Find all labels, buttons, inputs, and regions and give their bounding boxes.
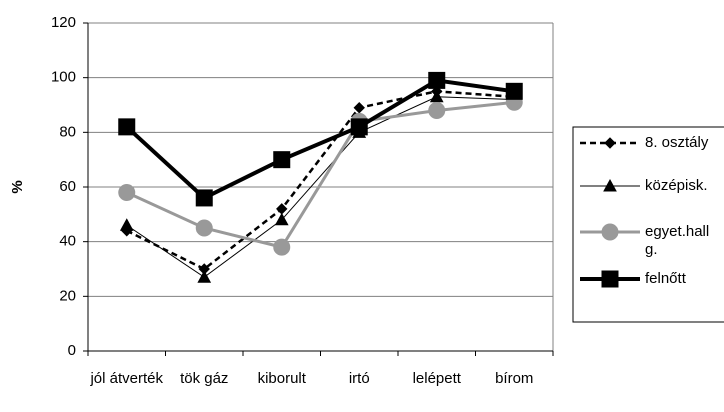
y-tick-label: 80 — [59, 123, 76, 140]
x-tick-label: lelépett — [413, 370, 462, 387]
series-line — [126, 100, 515, 249]
marker — [353, 102, 365, 114]
x-tick-label: kiborult — [258, 370, 307, 387]
marker — [603, 178, 617, 192]
y-tick-label: 20 — [59, 287, 76, 304]
marker — [350, 118, 368, 136]
marker — [276, 203, 288, 215]
marker — [195, 189, 213, 207]
marker — [604, 137, 616, 149]
y-tick-label: 60 — [59, 178, 76, 195]
marker — [195, 219, 213, 237]
legend-label: felnőtt — [645, 270, 687, 287]
marker — [118, 183, 136, 201]
marker — [601, 270, 619, 288]
series-line — [126, 96, 515, 278]
marker — [273, 151, 291, 169]
y-tick-label: 100 — [51, 69, 76, 86]
y-tick-label: 40 — [59, 233, 76, 250]
x-tick-label: jól átverték — [89, 370, 163, 387]
marker — [428, 71, 446, 89]
marker — [601, 223, 619, 241]
x-tick-label: irtó — [349, 370, 370, 387]
y-tick-label: 0 — [68, 342, 76, 359]
legend-label: 8. osztály — [645, 134, 709, 151]
y-tick-label: 120 — [51, 14, 76, 31]
series-line — [126, 90, 515, 271]
legend-label: középisk. — [645, 177, 708, 194]
marker — [119, 218, 134, 231]
marker — [197, 270, 212, 283]
y-axis-label: % — [9, 180, 26, 193]
series-line — [125, 78, 515, 201]
marker — [273, 238, 291, 256]
x-tick-label: bírom — [495, 370, 533, 387]
legend-box — [572, 126, 724, 323]
marker — [429, 89, 444, 103]
marker — [118, 118, 136, 136]
marker — [428, 101, 446, 119]
marker — [274, 212, 289, 226]
marker — [505, 82, 523, 100]
x-tick-label: tök gáz — [180, 370, 228, 387]
legend-label: egyet.hall g. — [645, 223, 709, 258]
